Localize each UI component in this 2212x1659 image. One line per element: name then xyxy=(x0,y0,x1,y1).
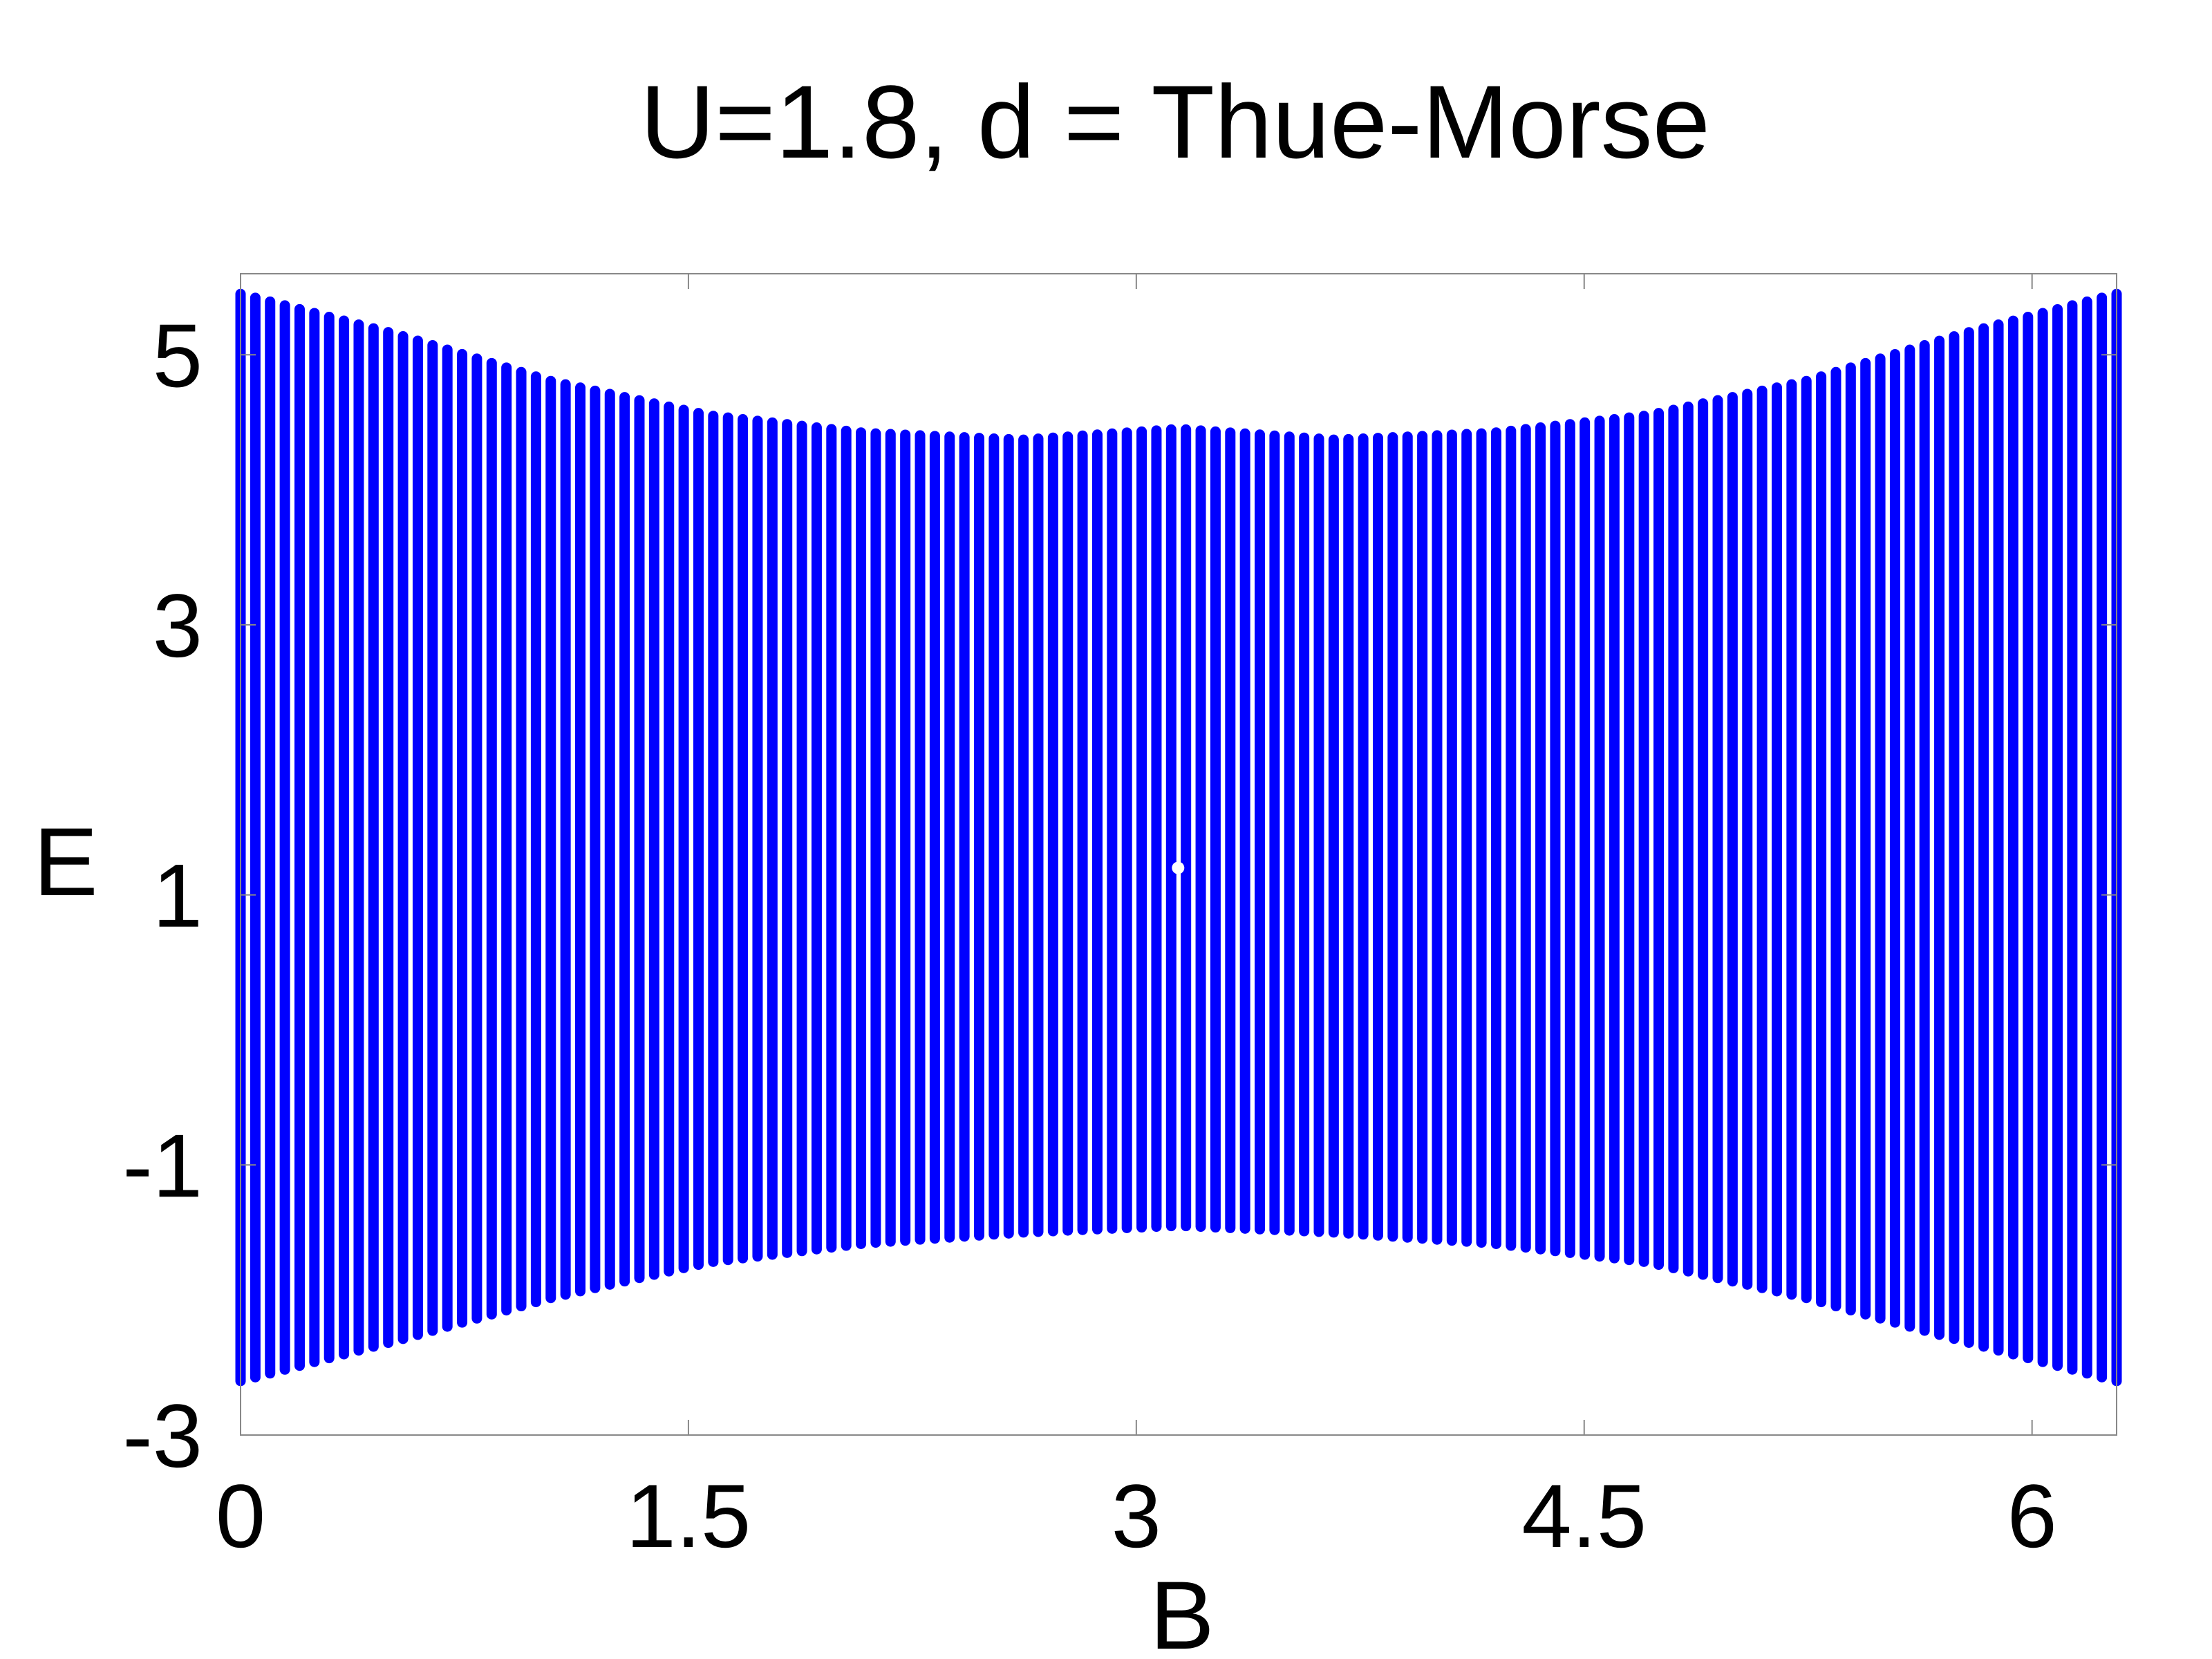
y-tick-label: 3 xyxy=(153,575,203,676)
axes-frame xyxy=(240,273,2117,1436)
plot-area xyxy=(235,288,2122,1387)
spectral-gap-point xyxy=(1172,861,1185,874)
x-tick-label: 0 xyxy=(216,1465,265,1566)
y-tick-label: -1 xyxy=(122,1115,203,1216)
x-tick-label: 6 xyxy=(2007,1465,2057,1566)
chart-title: U=1.8, d = Thue-Morse xyxy=(640,64,1710,180)
y-tick-label: 1 xyxy=(153,845,203,946)
x-tick-label: 3 xyxy=(1112,1465,1161,1566)
axis-ticks: 0 1.5 3 4.5 6 -3 -1 1 3 5 xyxy=(122,274,2117,1566)
x-axis-label: B xyxy=(1150,1561,1214,1659)
x-tick-label: 4.5 xyxy=(1521,1465,1647,1566)
y-axis-label: E xyxy=(33,807,97,916)
y-tick-label: 5 xyxy=(153,305,203,406)
y-tick-label: -3 xyxy=(122,1385,203,1486)
x-tick-label: 1.5 xyxy=(626,1465,751,1566)
